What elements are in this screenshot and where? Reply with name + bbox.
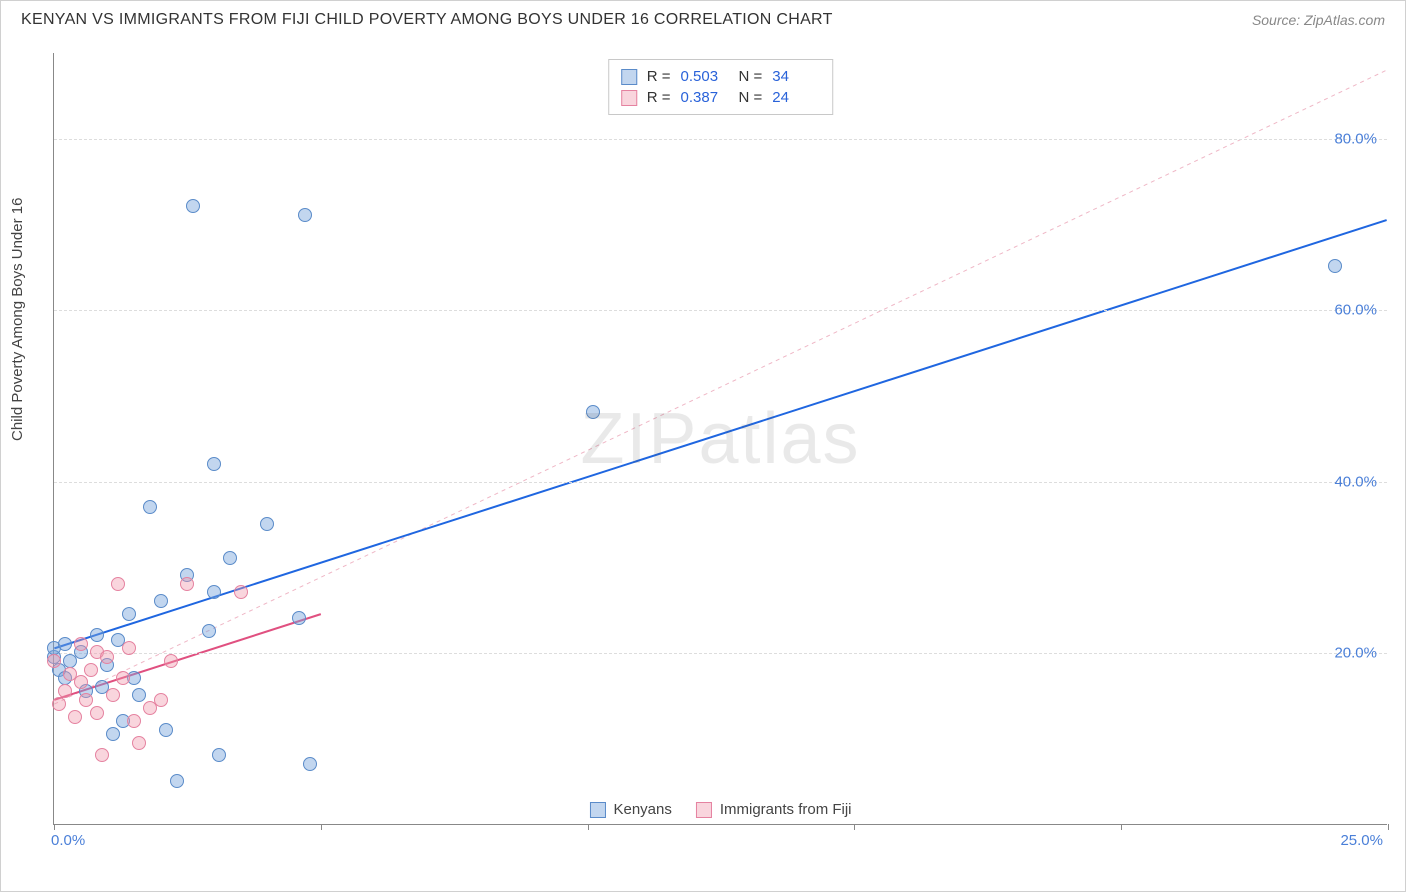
swatch-blue-icon	[621, 69, 637, 85]
trend-lines-svg	[54, 53, 1387, 824]
r-value: 0.387	[681, 89, 729, 106]
swatch-pink-icon	[621, 90, 637, 106]
scatter-point	[58, 637, 72, 651]
scatter-point	[303, 757, 317, 771]
scatter-point	[68, 710, 82, 724]
x-tick	[1121, 824, 1122, 830]
x-tick	[54, 824, 55, 830]
source-attribution: Source: ZipAtlas.com	[1252, 12, 1385, 28]
scatter-point	[122, 607, 136, 621]
n-value: 34	[772, 68, 820, 85]
y-tick-label: 20.0%	[1334, 645, 1377, 662]
scatter-point	[186, 199, 200, 213]
x-tick	[588, 824, 589, 830]
scatter-point	[47, 654, 61, 668]
scatter-point	[111, 577, 125, 591]
scatter-point	[52, 697, 66, 711]
x-tick-label: 0.0%	[51, 832, 85, 849]
legend-item: Kenyans	[589, 801, 671, 818]
x-tick	[1388, 824, 1389, 830]
y-tick-label: 40.0%	[1334, 473, 1377, 490]
scatter-point	[79, 693, 93, 707]
scatter-point	[122, 641, 136, 655]
scatter-point	[84, 663, 98, 677]
legend-label: Immigrants from Fiji	[720, 801, 852, 818]
scatter-point	[292, 611, 306, 625]
legend-item: Immigrants from Fiji	[696, 801, 852, 818]
n-label: N =	[739, 89, 763, 106]
scatter-point	[132, 736, 146, 750]
correlation-row: R = 0.503 N = 34	[621, 66, 821, 87]
x-tick-label: 25.0%	[1340, 832, 1383, 849]
swatch-blue-icon	[589, 802, 605, 818]
scatter-point	[116, 671, 130, 685]
scatter-point	[164, 654, 178, 668]
scatter-point	[170, 774, 184, 788]
n-value: 24	[772, 89, 820, 106]
scatter-point	[74, 637, 88, 651]
scatter-point	[207, 585, 221, 599]
swatch-pink-icon	[696, 802, 712, 818]
gridline-h	[54, 139, 1387, 140]
scatter-point	[58, 684, 72, 698]
scatter-point	[90, 706, 104, 720]
r-label: R =	[647, 89, 671, 106]
correlation-legend: R = 0.503 N = 34 R = 0.387 N = 24	[608, 59, 834, 115]
y-tick-label: 80.0%	[1334, 130, 1377, 147]
watermark: ZIPatlas	[580, 398, 860, 480]
scatter-point	[154, 594, 168, 608]
gridline-h	[54, 482, 1387, 483]
scatter-point	[90, 628, 104, 642]
scatter-point	[212, 748, 226, 762]
correlation-row: R = 0.387 N = 24	[621, 87, 821, 108]
scatter-point	[234, 585, 248, 599]
x-tick	[854, 824, 855, 830]
scatter-point	[106, 688, 120, 702]
scatter-point	[100, 650, 114, 664]
trend-line	[54, 220, 1386, 648]
scatter-point	[106, 727, 120, 741]
gridline-h	[54, 653, 1387, 654]
chart-header: KENYAN VS IMMIGRANTS FROM FIJI CHILD POV…	[1, 1, 1405, 37]
scatter-point	[298, 208, 312, 222]
y-tick-label: 60.0%	[1334, 302, 1377, 319]
x-tick	[321, 824, 322, 830]
plot-area: ZIPatlas R = 0.503 N = 34 R = 0.387 N = …	[53, 53, 1387, 825]
gridline-h	[54, 310, 1387, 311]
scatter-point	[132, 688, 146, 702]
scatter-point	[159, 723, 173, 737]
scatter-point	[143, 500, 157, 514]
scatter-point	[202, 624, 216, 638]
scatter-point	[207, 457, 221, 471]
scatter-point	[1328, 259, 1342, 273]
scatter-point	[95, 748, 109, 762]
r-label: R =	[647, 68, 671, 85]
series-legend: Kenyans Immigrants from Fiji	[583, 801, 857, 818]
r-value: 0.503	[681, 68, 729, 85]
n-label: N =	[739, 68, 763, 85]
y-axis-label: Child Poverty Among Boys Under 16	[9, 198, 26, 441]
chart-container: KENYAN VS IMMIGRANTS FROM FIJI CHILD POV…	[0, 0, 1406, 892]
scatter-point	[74, 675, 88, 689]
scatter-point	[127, 714, 141, 728]
scatter-point	[180, 577, 194, 591]
legend-label: Kenyans	[613, 801, 671, 818]
scatter-point	[586, 405, 600, 419]
scatter-point	[223, 551, 237, 565]
scatter-point	[154, 693, 168, 707]
chart-title: KENYAN VS IMMIGRANTS FROM FIJI CHILD POV…	[21, 11, 833, 29]
trend-line	[54, 70, 1386, 704]
scatter-point	[260, 517, 274, 531]
